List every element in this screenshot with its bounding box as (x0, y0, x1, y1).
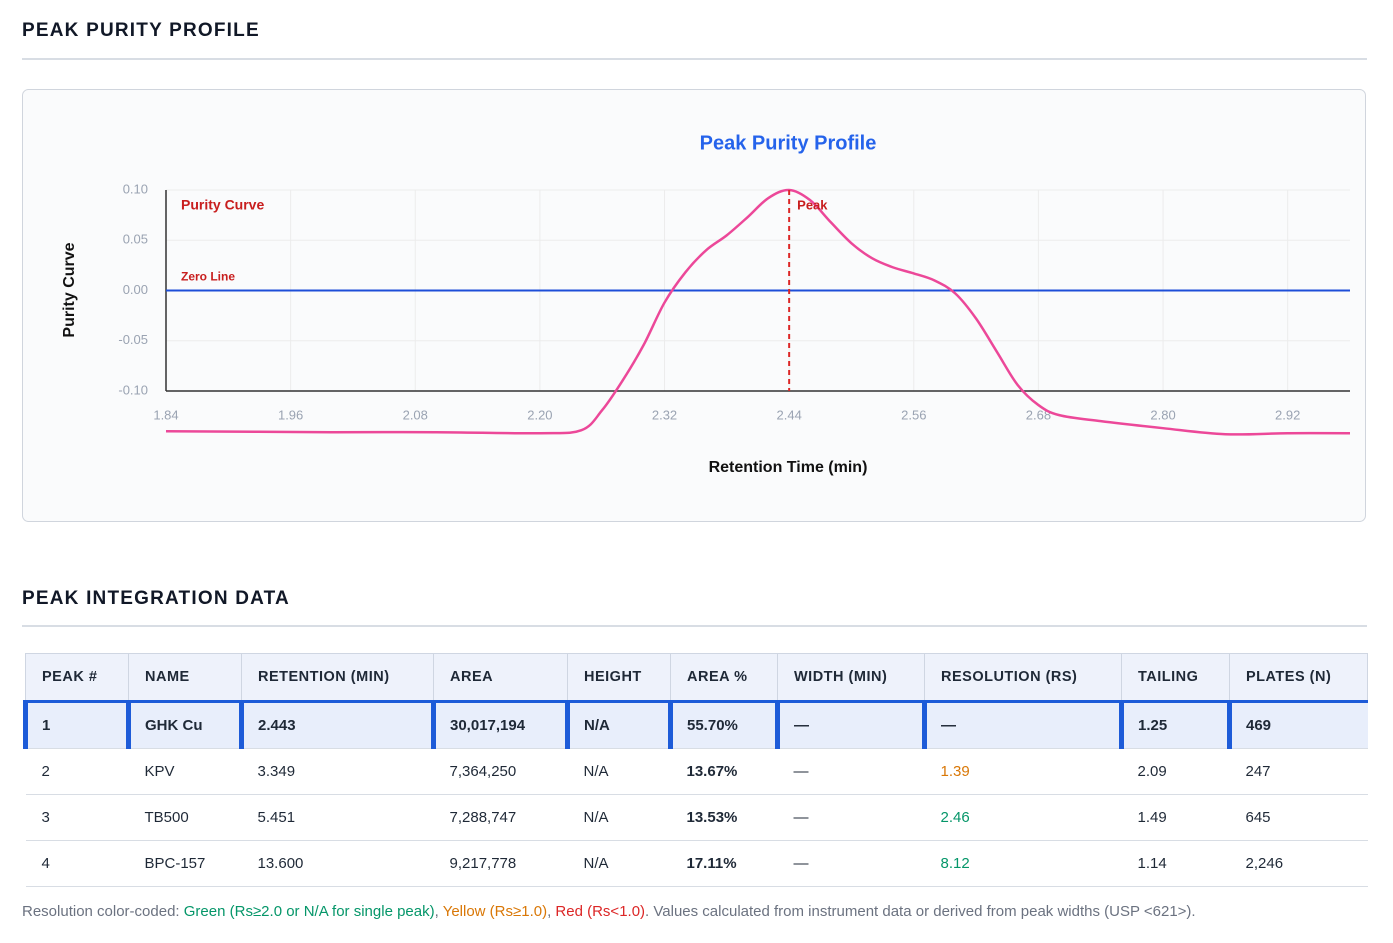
footnote-part: Green (Rs≥2.0 or N/A for single peak) (183, 903, 435, 920)
table-cell: BPC-157 (128, 840, 242, 887)
table-cell: — (775, 700, 925, 749)
table-cell: 5.451 (241, 794, 434, 841)
divider (22, 58, 1367, 60)
column-header: NAME (128, 653, 242, 702)
x-tick-label: 1.84 (153, 407, 178, 422)
purity-curve (165, 188, 1351, 436)
x-tick-label: 2.20 (527, 407, 552, 422)
table-cell: 7,288,747 (433, 794, 568, 841)
y-tick-label: 0.05 (123, 232, 148, 247)
x-tick-label: 2.80 (1150, 407, 1175, 422)
legend-label: Purity Curve (181, 197, 264, 213)
table-row: 2 KPV 3.349 7,364,250 N/A 13.67% —1.39 2.09 247 (25, 748, 1368, 795)
x-tick-label: 2.44 (777, 407, 802, 422)
table-cell: — (777, 748, 925, 795)
table-cell: TB500 (128, 794, 242, 841)
table-cell: KPV (128, 748, 242, 795)
table-cell: 1.25 (1119, 700, 1230, 749)
footnote-part: Red (Rs<1.0) (555, 903, 646, 920)
table-cell: — (777, 794, 925, 841)
table-cell: 2.46 (924, 794, 1122, 841)
table-cell: 2 (25, 748, 129, 795)
column-header: TAILING (1121, 653, 1230, 702)
column-header: WIDTH (MIN) (777, 653, 925, 702)
x-tick-label: 2.08 (403, 407, 428, 422)
zero-line-label: Zero Line (181, 270, 235, 284)
table-cell: 13.53% (670, 794, 778, 841)
chart: Peak Purity Profile Retention Time (min)… (22, 89, 1366, 522)
column-header: AREA % (670, 653, 778, 702)
table-cell: N/A (567, 840, 671, 887)
chart-title: Peak Purity Profile (700, 132, 877, 154)
table-cell: 17.11% (670, 840, 778, 887)
table-cell: 2,246 (1229, 840, 1368, 887)
x-tick-label: 1.96 (278, 407, 303, 422)
table-cell: 4 (25, 840, 129, 887)
x-axis-title: Retention Time (min) (709, 459, 868, 476)
x-tick-label: 2.68 (1026, 407, 1051, 422)
column-header: HEIGHT (567, 653, 671, 702)
footnote-part: , (434, 903, 443, 920)
table-cell: 7,364,250 (433, 748, 568, 795)
column-header: PLATES (N) (1229, 653, 1368, 702)
y-tick-label: 0.10 (123, 181, 148, 196)
table-cell: 13.600 (241, 840, 434, 887)
table-cell: 1.39 (924, 748, 1122, 795)
table-cell: GHK Cu (126, 700, 242, 749)
table-cell: 247 (1229, 748, 1368, 795)
footnote-part: , (547, 903, 556, 920)
x-tick-label: 2.92 (1275, 407, 1300, 422)
peak-table: PEAK # NAME RETENTION (MIN) AREA HEIGHT AREA … (23, 653, 1368, 887)
table-cell: 3.349 (241, 748, 434, 795)
table-cell: 645 (1229, 794, 1368, 841)
section-title: PEAK INTEGRATION DATA (22, 588, 290, 609)
divider (22, 625, 1367, 627)
y-tick-label: -0.10 (118, 382, 148, 397)
table-cell: 55.70% (668, 700, 778, 749)
column-header: RETENTION (MIN) (241, 653, 434, 702)
table-row[interactable]: 1 GHK Cu 2.443 30,017,194 N/A 55.70% — —1.25 469 (23, 700, 1368, 749)
section-title: PEAK PURITY PROFILE (22, 20, 260, 41)
table-cell: — (777, 840, 925, 887)
table-cell: 1.14 (1121, 840, 1230, 887)
header-row: PEAK # NAME RETENTION (MIN) AREA HEIGHT AREA … (25, 653, 1368, 702)
footnote-part: Yellow (Rs≥1.0) (442, 903, 548, 920)
table-cell: 8.12 (924, 840, 1122, 887)
y-tick-label: 0.00 (123, 282, 148, 297)
table-cell: N/A (567, 748, 671, 795)
table-cell: 3 (25, 794, 129, 841)
chart-card (22, 89, 1366, 522)
table-cell: N/A (567, 794, 671, 841)
table-cell: N/A (565, 700, 671, 749)
footnote: Resolution color-coded: Green (Rs≥2.0 or… (22, 903, 1196, 920)
x-tick-label: 2.32 (652, 407, 677, 422)
x-tick-label: 2.56 (901, 407, 926, 422)
peak-label: Peak (797, 197, 828, 212)
table-cell: 469 (1227, 700, 1368, 749)
table-row: 4 BPC-157 13.600 9,217,778 N/A 17.11% —8.12 1.1… (25, 840, 1368, 887)
table-cell: 1 (23, 700, 129, 749)
table-cell: 2.443 (239, 700, 434, 749)
table-cell: 2.09 (1121, 748, 1230, 795)
column-header: RESOLUTION (RS) (924, 653, 1122, 702)
table-cell: 9,217,778 (433, 840, 568, 887)
y-tick-label: -0.05 (118, 332, 148, 347)
table-cell: 1.49 (1121, 794, 1230, 841)
y-axis-title: Purity Curve (61, 242, 78, 337)
column-header: AREA (433, 653, 568, 702)
table-row: 3 TB500 5.451 7,288,747 N/A 13.53% —2.46 1.49 64… (25, 794, 1368, 841)
footnote-part: Resolution color-coded: (22, 903, 184, 920)
table-cell: 13.67% (670, 748, 778, 795)
footnote-part: . Values calculated from instrument data… (645, 903, 1196, 920)
table-cell: — (922, 700, 1122, 749)
table-cell: 30,017,194 (431, 700, 568, 749)
column-header: PEAK # (25, 653, 129, 702)
